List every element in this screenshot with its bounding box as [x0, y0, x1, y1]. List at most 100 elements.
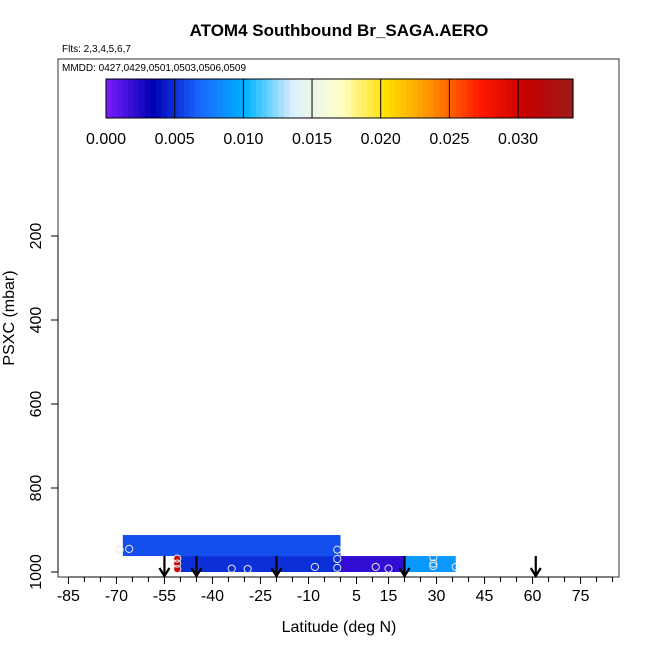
- colorbar-swatch: [250, 79, 257, 118]
- flight-arrow-head: [529, 567, 542, 579]
- observation-point: [125, 544, 134, 554]
- colorbar-swatch: [117, 79, 124, 118]
- colorbar-tick-label: 0.030: [498, 131, 538, 148]
- x-tick-label: -70: [105, 588, 128, 605]
- colorbar-swatch: [311, 79, 318, 118]
- colorbar-swatch: [122, 79, 129, 118]
- colorbar-swatch: [528, 79, 535, 118]
- colorbar-swatch: [139, 79, 146, 118]
- colorbar-swatch: [128, 79, 135, 118]
- observation-point: [310, 562, 319, 572]
- heatmap-cell: [174, 556, 181, 572]
- colorbar-swatch: [556, 79, 563, 118]
- colorbar-swatch: [484, 79, 491, 118]
- observation-point: [429, 559, 438, 568]
- colorbar-swatch: [534, 79, 541, 118]
- colorbar-swatch: [367, 79, 374, 118]
- flights-note: Flts: 2,3,4,5,6,7: [62, 44, 131, 55]
- colorbar-swatch: [189, 79, 196, 118]
- colorbar-swatch: [333, 79, 341, 118]
- colorbar-swatch: [356, 79, 363, 118]
- colorbar-swatch: [345, 79, 352, 118]
- chart-title: ATOM4 Southbound Br_SAGA.AERO: [190, 21, 489, 40]
- colorbar-swatch: [406, 79, 413, 118]
- colorbar-swatch: [395, 79, 402, 118]
- colorbar-swatch: [506, 79, 513, 118]
- observation-point: [371, 562, 380, 572]
- observation-point: [173, 554, 182, 563]
- colorbar-swatch: [206, 79, 213, 118]
- observation-point: [173, 564, 182, 574]
- colorbar-swatch: [272, 79, 279, 118]
- flight-arrow-head: [158, 567, 171, 579]
- colorbar-swatch: [172, 79, 179, 118]
- colorbar-swatch: [445, 79, 452, 118]
- colorbar-swatch: [400, 79, 407, 118]
- x-tick-label: -85: [57, 588, 80, 605]
- colorbar-swatch: [278, 79, 285, 118]
- colorbar-swatch: [295, 79, 302, 118]
- observation-point: [451, 562, 460, 572]
- colorbar-swatch: [361, 79, 368, 118]
- observation-point: [429, 553, 438, 562]
- colorbar-tick-label: 0.010: [223, 131, 263, 148]
- colorbar-swatch: [411, 79, 418, 118]
- colorbar-swatch: [233, 79, 241, 118]
- colorbar-swatch: [489, 79, 496, 118]
- x-tick-label: 30: [428, 588, 446, 605]
- x-tick-label: -40: [201, 588, 224, 605]
- colorbar-tick-label: 0.020: [361, 131, 401, 148]
- colorbar-swatch: [500, 79, 507, 118]
- colorbar-swatch: [194, 79, 202, 118]
- colorbar-swatch: [439, 79, 446, 118]
- colorbar-swatch: [150, 79, 157, 118]
- colorbar-swatch: [511, 79, 519, 118]
- colorbar-swatch: [222, 79, 229, 118]
- observation-point: [333, 554, 342, 564]
- colorbar-swatch: [434, 79, 441, 118]
- observation-point: [429, 562, 438, 571]
- colorbar-swatch: [389, 79, 396, 118]
- colorbar-swatch: [211, 79, 218, 118]
- y-axis: 200 400 600 800 1000: [28, 223, 59, 590]
- colorbar-swatch: [228, 79, 235, 118]
- observation-point: [384, 564, 393, 573]
- colorbar-swatch: [217, 79, 224, 118]
- colorbar-swatch: [417, 79, 424, 118]
- colorbar-swatch: [428, 79, 435, 118]
- y-axis-label: PSXC (mbar): [1, 270, 18, 365]
- colorbar-swatch: [545, 79, 552, 118]
- colorbar-swatch: [467, 79, 474, 118]
- colorbar-swatch: [522, 79, 530, 118]
- observation-point: [173, 559, 182, 568]
- colorbar-swatch: [567, 79, 574, 118]
- x-tick-label: -10: [297, 588, 320, 605]
- colorbar-swatch: [383, 79, 391, 118]
- x-tick-label: 60: [524, 588, 542, 605]
- colorbar-swatch: [161, 79, 168, 118]
- observation-point: [333, 563, 342, 572]
- x-tick-label: 75: [572, 588, 590, 605]
- heatmap-cell: [122, 535, 341, 557]
- colorbar-swatch: [450, 79, 457, 118]
- colorbar-swatch: [200, 79, 207, 118]
- colorbar-swatch: [256, 79, 263, 118]
- colorbar-swatch: [350, 79, 357, 118]
- colorbar-swatch: [478, 79, 485, 118]
- colorbar-swatch: [378, 79, 385, 118]
- colorbar-swatch: [283, 79, 291, 118]
- heatmap-cell: [340, 556, 405, 572]
- colorbar: 0.000 0.005 0.010 0.015 0.020 0.025 0.030: [86, 78, 574, 148]
- colorbar-swatch: [317, 79, 324, 118]
- y-tick-label: 200: [28, 223, 45, 250]
- observation-point: [115, 545, 124, 554]
- heatmap-cell: [180, 556, 341, 572]
- dates-note: MMDD: 0427,0429,0501,0503,0506,0509: [62, 63, 246, 74]
- colorbar-swatch: [156, 79, 163, 118]
- colorbar-swatch: [539, 79, 546, 118]
- observation-point: [333, 545, 342, 554]
- flight-arrow-head: [190, 567, 203, 579]
- x-axis: -85 -70 -55 -40 -25 -10 5 15 30 45 60 75: [57, 576, 614, 605]
- colorbar-swatch: [306, 79, 313, 118]
